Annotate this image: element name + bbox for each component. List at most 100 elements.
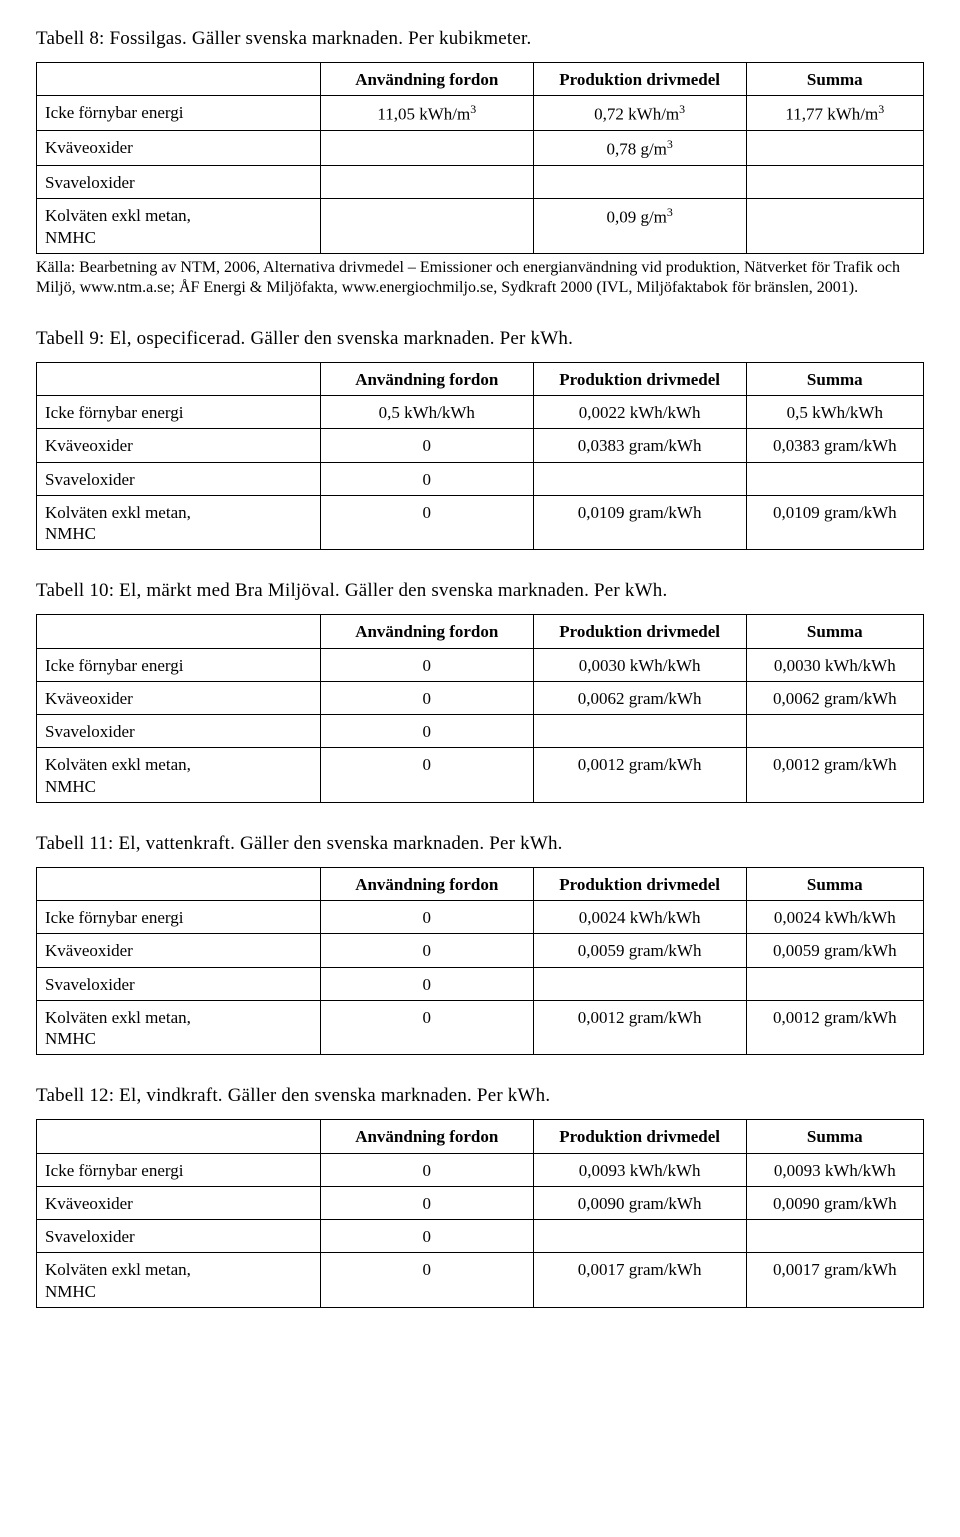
table8: Användning fordon Produktion drivmedel S… <box>36 62 924 254</box>
table12: Användning fordon Produktion drivmedel S… <box>36 1119 924 1308</box>
cell <box>533 967 746 1000</box>
row-label: Svaveloxider <box>37 1220 321 1253</box>
cell <box>746 967 923 1000</box>
table-row: Svaveloxider 0 <box>37 1220 924 1253</box>
cell <box>533 1220 746 1253</box>
table-row: Icke förnybar energi 0,5 kWh/kWh 0,0022 … <box>37 396 924 429</box>
row-label: Icke förnybar energi <box>37 901 321 934</box>
header-sum: Summa <box>746 1120 923 1153</box>
header-usage: Användning fordon <box>320 615 533 648</box>
cell: 0,0030 kWh/kWh <box>533 648 746 681</box>
table-row: Svaveloxider <box>37 166 924 199</box>
table12-title: Tabell 12: El, vindkraft. Gäller den sve… <box>36 1085 924 1107</box>
cell: 0,0012 gram/kWh <box>746 1000 923 1055</box>
cell <box>746 462 923 495</box>
cell <box>533 462 746 495</box>
header-sum: Summa <box>746 867 923 900</box>
row-label: Kolväten exkl metan,NMHC <box>37 1253 321 1308</box>
cell: 0,0017 gram/kWh <box>533 1253 746 1308</box>
table-row: Kolväten exkl metan,NMHC 0 0,0109 gram/k… <box>37 495 924 550</box>
table-header-row: Användning fordon Produktion drivmedel S… <box>37 867 924 900</box>
table11: Användning fordon Produktion drivmedel S… <box>36 867 924 1056</box>
header-sum: Summa <box>746 63 923 96</box>
cell <box>746 1220 923 1253</box>
cell <box>746 166 923 199</box>
table-row: Kväveoxider 0 0,0059 gram/kWh 0,0059 gra… <box>37 934 924 967</box>
table8-title: Tabell 8: Fossilgas. Gäller svenska mark… <box>36 28 924 50</box>
cell <box>746 131 923 166</box>
table11-title: Tabell 11: El, vattenkraft. Gäller den s… <box>36 833 924 855</box>
cell: 0,0059 gram/kWh <box>746 934 923 967</box>
row-label: Icke förnybar energi <box>37 648 321 681</box>
cell: 0,0024 kWh/kWh <box>746 901 923 934</box>
cell: 0,0109 gram/kWh <box>533 495 746 550</box>
row-label: Icke förnybar energi <box>37 96 321 131</box>
cell <box>746 199 923 254</box>
row-label: Kväveoxider <box>37 1186 321 1219</box>
cell: 0 <box>320 1153 533 1186</box>
header-sum: Summa <box>746 362 923 395</box>
table-row: Svaveloxider 0 <box>37 967 924 1000</box>
cell: 0,0012 gram/kWh <box>533 1000 746 1055</box>
row-label: Kolväten exkl metan,NMHC <box>37 1000 321 1055</box>
table-row: Kväveoxider 0 0,0383 gram/kWh 0,0383 gra… <box>37 429 924 462</box>
cell: 0,0012 gram/kWh <box>533 748 746 803</box>
cell: 0,0093 kWh/kWh <box>746 1153 923 1186</box>
cell: 0 <box>320 429 533 462</box>
cell: 0,09 g/m3 <box>533 199 746 254</box>
table10-title: Tabell 10: El, märkt med Bra Miljöval. G… <box>36 580 924 602</box>
table-row: Kväveoxider 0 0,0090 gram/kWh 0,0090 gra… <box>37 1186 924 1219</box>
header-usage: Användning fordon <box>320 362 533 395</box>
table-row: Svaveloxider 0 <box>37 462 924 495</box>
table10: Användning fordon Produktion drivmedel S… <box>36 614 924 803</box>
cell: 0 <box>320 748 533 803</box>
cell: 0,0093 kWh/kWh <box>533 1153 746 1186</box>
table-row: Svaveloxider 0 <box>37 715 924 748</box>
header-usage: Användning fordon <box>320 867 533 900</box>
cell: 0 <box>320 934 533 967</box>
cell: 0 <box>320 648 533 681</box>
cell <box>533 715 746 748</box>
row-label: Svaveloxider <box>37 166 321 199</box>
table8-footnote: Källa: Bearbetning av NTM, 2006, Alterna… <box>36 258 924 298</box>
row-label: Svaveloxider <box>37 462 321 495</box>
row-label: Kväveoxider <box>37 131 321 166</box>
row-label: Kolväten exkl metan,NMHC <box>37 495 321 550</box>
row-label: Svaveloxider <box>37 967 321 1000</box>
cell: 0,0383 gram/kWh <box>533 429 746 462</box>
cell: 0 <box>320 715 533 748</box>
cell <box>533 166 746 199</box>
cell: 0,0090 gram/kWh <box>746 1186 923 1219</box>
cell: 0,5 kWh/kWh <box>746 396 923 429</box>
header-production: Produktion drivmedel <box>533 615 746 648</box>
cell: 0 <box>320 967 533 1000</box>
table-row: Icke förnybar energi 0 0,0030 kWh/kWh 0,… <box>37 648 924 681</box>
table-row: Kolväten exkl metan,NMHC 0 0,0017 gram/k… <box>37 1253 924 1308</box>
cell: 0,0022 kWh/kWh <box>533 396 746 429</box>
cell: 0,78 g/m3 <box>533 131 746 166</box>
cell: 0 <box>320 1253 533 1308</box>
table-row: Kolväten exkl metan,NMHC 0,09 g/m3 <box>37 199 924 254</box>
header-usage: Användning fordon <box>320 1120 533 1153</box>
table-header-row: Användning fordon Produktion drivmedel S… <box>37 362 924 395</box>
cell: 0,0090 gram/kWh <box>533 1186 746 1219</box>
cell: 0,0383 gram/kWh <box>746 429 923 462</box>
cell: 0,72 kWh/m3 <box>533 96 746 131</box>
cell <box>320 131 533 166</box>
cell: 0,0059 gram/kWh <box>533 934 746 967</box>
cell: 0,0062 gram/kWh <box>746 681 923 714</box>
cell: 0 <box>320 495 533 550</box>
header-usage: Användning fordon <box>320 63 533 96</box>
cell: 0 <box>320 681 533 714</box>
row-label: Kolväten exkl metan,NMHC <box>37 199 321 254</box>
row-label: Kväveoxider <box>37 429 321 462</box>
table-header-row: Användning fordon Produktion drivmedel S… <box>37 1120 924 1153</box>
header-empty <box>37 362 321 395</box>
cell: 0 <box>320 1220 533 1253</box>
cell <box>746 715 923 748</box>
table-row: Kväveoxider 0,78 g/m3 <box>37 131 924 166</box>
table-row: Kväveoxider 0 0,0062 gram/kWh 0,0062 gra… <box>37 681 924 714</box>
cell <box>320 166 533 199</box>
table-row: Icke förnybar energi 0 0,0093 kWh/kWh 0,… <box>37 1153 924 1186</box>
row-label: Kväveoxider <box>37 681 321 714</box>
